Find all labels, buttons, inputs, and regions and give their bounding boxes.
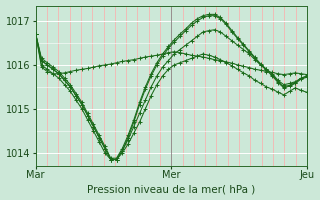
X-axis label: Pression niveau de la mer( hPa ): Pression niveau de la mer( hPa ) bbox=[87, 184, 255, 194]
